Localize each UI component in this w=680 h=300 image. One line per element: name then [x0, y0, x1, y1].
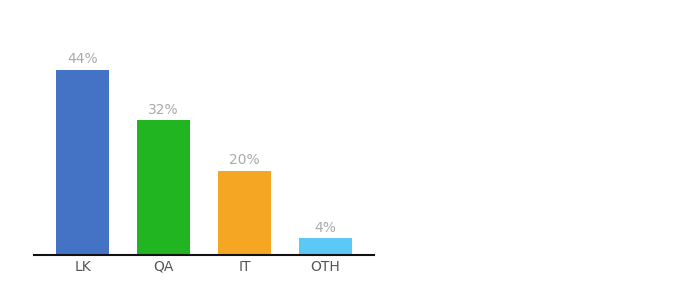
Bar: [137, 120, 190, 255]
Bar: [218, 171, 271, 255]
Text: 44%: 44%: [67, 52, 98, 66]
Text: 32%: 32%: [148, 103, 179, 117]
Bar: [56, 70, 109, 255]
Text: 4%: 4%: [314, 221, 337, 235]
Bar: [299, 238, 352, 255]
Text: 20%: 20%: [229, 153, 260, 167]
